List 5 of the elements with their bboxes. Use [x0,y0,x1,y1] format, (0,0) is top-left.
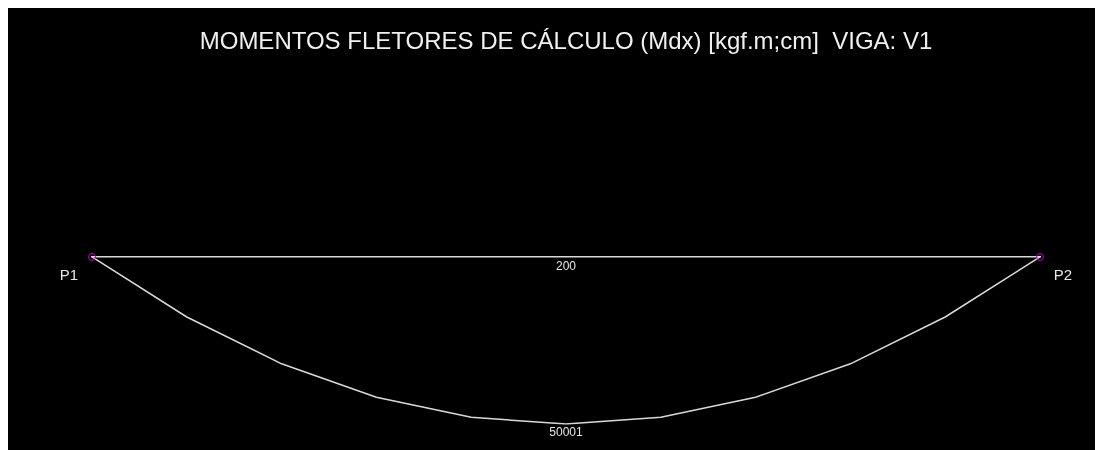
annotation: 200 [555,259,577,274]
chart-title: MOMENTOS FLETORES DE CÁLCULO (Mdx) [kgf.m;cm] VIGA: V1 [199,27,933,55]
text: P1 [59,265,79,283]
text: P2 [1053,265,1073,283]
annotation: 50001 [549,425,584,440]
